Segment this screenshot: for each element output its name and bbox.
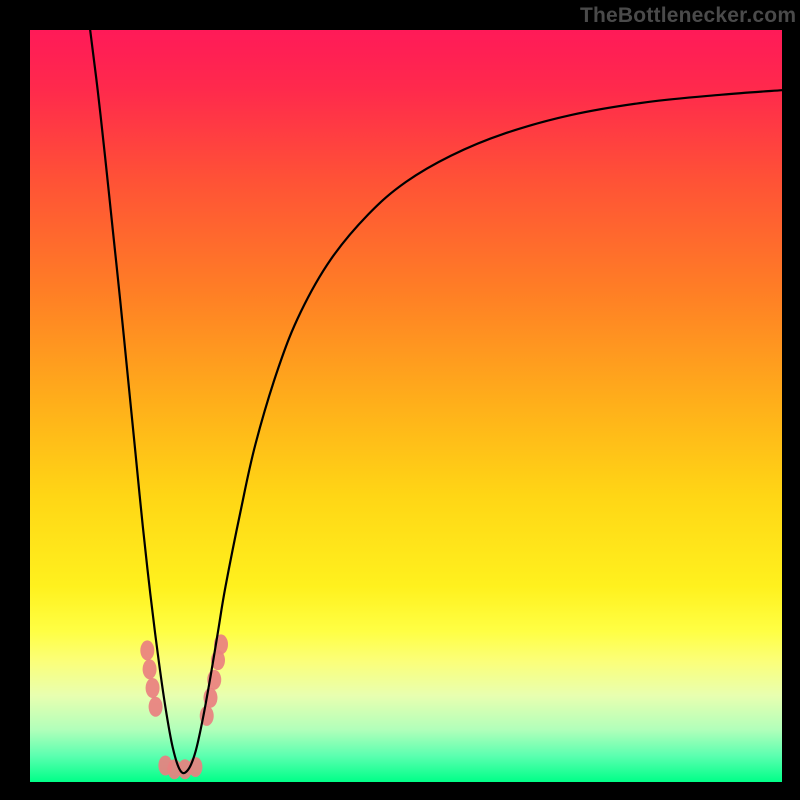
- watermark-text: TheBottlenecker.com: [580, 4, 796, 28]
- chart-root: { "canvas": { "width": 800, "height": 80…: [0, 0, 800, 800]
- marker-point: [146, 678, 160, 698]
- plot-svg: [0, 0, 800, 800]
- marker-point: [149, 697, 163, 717]
- marker-point: [140, 640, 154, 660]
- marker-point: [143, 659, 157, 679]
